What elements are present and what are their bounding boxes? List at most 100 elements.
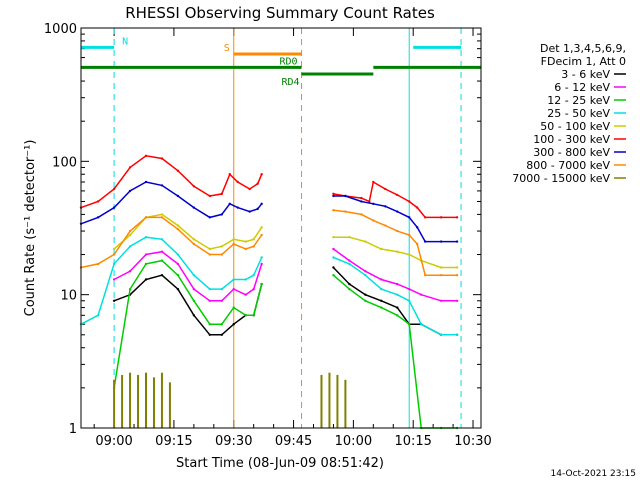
data-point [232,238,235,241]
data-point [256,207,259,211]
data-point [176,287,180,291]
data-point [408,233,411,237]
data-point [260,233,263,237]
data-point [344,194,347,198]
data-point [208,299,212,302]
vertical-markers [113,28,462,428]
data-point [112,299,116,302]
data-point [244,247,247,251]
data-point [396,193,399,197]
data-point [160,213,164,216]
x-tick-label: 09:15 [155,434,192,449]
series-100-300-kev [79,154,459,219]
data-point [144,216,148,219]
data-point [144,154,148,158]
x-tick-label: 09:45 [275,434,312,449]
data-point [244,240,247,243]
data-point [372,219,375,222]
data-point [396,314,399,317]
legend-entry-label: 25 - 50 keV [547,107,610,120]
data-point [364,273,367,277]
data-point [208,333,212,337]
data-point [176,224,180,227]
x-tick-label: 09:00 [95,434,132,449]
data-point [252,238,255,241]
data-point [220,192,223,196]
annotation-label: RD4 [281,77,299,88]
data-point [192,299,196,302]
data-point [128,229,132,233]
data-point [455,266,459,269]
data-point [360,213,363,216]
data-point [332,273,335,277]
data-point [248,187,251,191]
series-line [113,259,263,389]
axes: 09:00 09:15 09:30 09:45 10:00 10:15 10:30 1 10 10… [44,22,492,449]
data-point [348,235,351,239]
data-point [419,293,423,296]
data-point [192,314,196,317]
data-point [220,245,223,248]
data-point [96,200,100,203]
data-point [192,185,196,188]
data-point [439,333,443,337]
legend-entry-label: 800 - 7000 keV [526,159,610,172]
data-point [455,333,459,337]
legend-entry-label: 6 - 12 keV [554,81,610,94]
data-point [128,189,132,193]
data-point [208,287,212,291]
data-point [408,216,411,219]
legend: Det 1,3,4,5,6,9,FDecim 1, Att 03 - 6 keV… [512,42,626,185]
data-point [396,229,399,233]
data-point [260,282,263,286]
data-point [380,278,383,281]
data-point [252,314,255,317]
data-point [372,202,375,206]
data-point [192,273,196,277]
data-point [220,333,223,337]
x-tick-label: 10:30 [454,434,491,449]
data-point [455,240,459,243]
data-point [128,233,132,237]
data-point [455,273,459,277]
data-point [176,273,180,277]
data-point [144,262,148,266]
data-point [208,216,212,219]
data-point [415,242,419,246]
data-point [408,287,411,291]
data-point [384,205,387,208]
data-point [236,180,239,184]
data-series [79,154,459,430]
data-point [112,206,116,209]
series-line [80,216,263,269]
data-point [112,278,116,281]
annotation-label: N [122,36,128,47]
data-point [220,253,223,256]
data-point [439,240,443,243]
data-point [208,194,212,198]
data-point [348,287,351,291]
data-point [220,213,223,216]
data-point [112,262,116,266]
data-point [364,293,367,296]
data-point [232,323,235,326]
y-tick-label: 1000 [44,22,77,37]
annotation-label: S [224,43,230,54]
data-point [96,216,100,219]
data-point [396,250,399,253]
data-point [260,226,263,229]
data-point [368,200,371,203]
data-point [415,226,419,229]
data-point [408,299,411,302]
data-point [348,262,351,266]
data-point [176,194,180,198]
data-point [112,253,116,256]
data-point [423,240,427,243]
data-point [176,227,180,231]
data-point [228,173,231,176]
data-point [220,323,223,326]
data-point [192,238,196,241]
legend-entry-label: 3 - 6 keV [561,68,610,81]
data-point [252,287,255,291]
data-point [228,202,231,206]
